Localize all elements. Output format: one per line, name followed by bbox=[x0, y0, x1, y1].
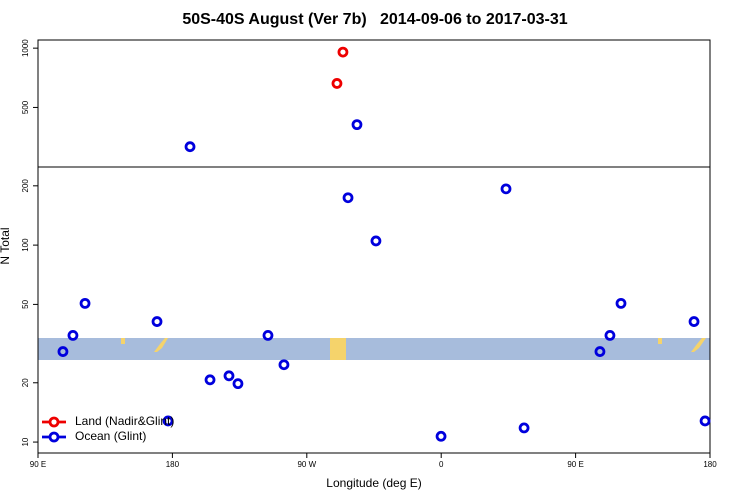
y-tick-label: 500 bbox=[21, 100, 30, 114]
y-tick-label: 10 bbox=[21, 437, 30, 446]
legend-marker bbox=[48, 431, 60, 443]
point bbox=[688, 316, 700, 327]
point bbox=[57, 346, 69, 357]
y-axis-label: N Total bbox=[0, 227, 12, 264]
point bbox=[500, 183, 512, 195]
x-tick-label: 0 bbox=[439, 460, 444, 469]
y-tick-label: 1000 bbox=[21, 39, 30, 57]
point bbox=[232, 378, 244, 390]
point bbox=[699, 415, 711, 427]
point bbox=[615, 297, 627, 309]
point bbox=[151, 316, 163, 327]
point bbox=[79, 297, 91, 309]
point bbox=[223, 370, 235, 382]
bottom-panel-frame bbox=[37, 166, 711, 454]
land-patches bbox=[121, 338, 706, 360]
point bbox=[370, 235, 382, 247]
y-tick-label: 200 bbox=[21, 179, 30, 193]
point bbox=[518, 422, 530, 434]
chart-title: 50S-40S August (Ver 7b) 2014-09-06 to 20… bbox=[182, 11, 567, 28]
point bbox=[594, 346, 606, 357]
point bbox=[278, 359, 290, 371]
x-tick-label: 90 E bbox=[567, 460, 583, 469]
legend-marker bbox=[48, 416, 60, 428]
point bbox=[337, 46, 349, 58]
point bbox=[351, 119, 363, 131]
x-tick-label: 90 W bbox=[297, 460, 316, 469]
latitude-band bbox=[38, 338, 710, 360]
x-tick-label: 180 bbox=[166, 460, 180, 469]
legend-label: Ocean (Glint) bbox=[75, 429, 146, 443]
legend-label: Land (Nadir&Glint) bbox=[75, 414, 174, 428]
point bbox=[204, 374, 216, 386]
x-axis-label: Longitude (deg E) bbox=[326, 476, 421, 490]
point bbox=[162, 415, 174, 427]
point bbox=[435, 430, 447, 442]
point bbox=[331, 78, 343, 89]
y-tick-label: 100 bbox=[21, 238, 30, 252]
x-tick-label: 180 bbox=[703, 460, 717, 469]
y-tick-label: 50 bbox=[21, 299, 30, 308]
point bbox=[67, 329, 79, 341]
y-tick-label: 20 bbox=[21, 378, 30, 387]
point bbox=[262, 329, 274, 341]
point bbox=[184, 141, 196, 153]
point bbox=[604, 329, 616, 341]
x-tick-label: 90 E bbox=[30, 460, 46, 469]
top-panel-frame bbox=[37, 39, 711, 168]
point bbox=[342, 192, 354, 204]
